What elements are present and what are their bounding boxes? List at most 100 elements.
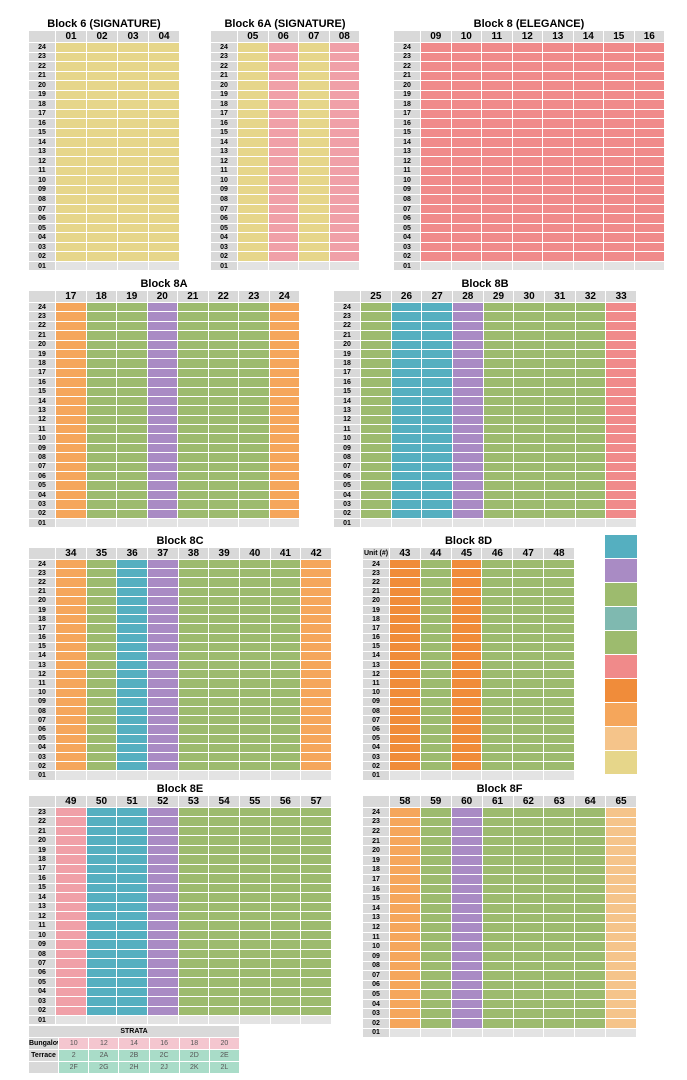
unit-cell: [298, 156, 330, 167]
unit-cell: [389, 835, 421, 847]
unit-cell: [481, 99, 513, 110]
unit-cell: [512, 687, 545, 698]
unit-cell: [207, 320, 239, 332]
unit-cell: [512, 912, 545, 924]
unit-cell: [117, 127, 149, 139]
legend-swatch: [605, 751, 637, 774]
unit-cell: [55, 761, 87, 772]
unit-cell: [512, 761, 545, 772]
floor-number: 06: [362, 979, 390, 991]
unit-cell: [389, 883, 421, 895]
unit-cell: [419, 632, 452, 643]
unit-cell: [268, 367, 300, 379]
unit-cell: [267, 137, 299, 148]
unit-cell: [177, 517, 209, 529]
unit-cell: [420, 156, 452, 167]
floor-number: 05: [333, 480, 361, 491]
unit-cell: [450, 42, 482, 53]
unit-cell: [85, 414, 117, 426]
unit-cell: [482, 433, 515, 444]
floor-row: 03: [28, 241, 180, 253]
unit-cell: [543, 499, 576, 510]
floor-number: 02: [362, 761, 390, 772]
unit-cell: [177, 595, 210, 606]
floor-number: 03: [362, 1008, 390, 1020]
unit-cell: [450, 99, 482, 110]
floor-row: 19: [362, 854, 637, 866]
unit-cell: [85, 568, 118, 579]
unit-cell: [513, 508, 545, 520]
unit-cell: [511, 118, 543, 129]
floor-row: 16: [28, 377, 300, 388]
unit-cell: [450, 241, 482, 253]
unit-cell: [512, 922, 545, 933]
unit-cell: [419, 931, 452, 943]
unit-cell: [419, 770, 452, 781]
unit-cell: [207, 433, 239, 444]
unit-cell: [482, 330, 515, 341]
floor-row: 08: [362, 705, 575, 717]
floor-number: 06: [28, 724, 56, 735]
unit-cell: [574, 854, 607, 866]
unit-cell: [419, 761, 452, 772]
unit-cell: [603, 232, 635, 243]
unit-cell: [55, 816, 87, 827]
unit-cell: [237, 99, 269, 110]
unit-cell: [543, 696, 575, 708]
unit-cell: [420, 127, 452, 139]
unit-cell: [511, 42, 543, 53]
unit-cell: [55, 301, 87, 313]
unit-cell: [267, 203, 299, 215]
floor-number: 08: [210, 194, 238, 205]
floor-number: 22: [28, 320, 56, 332]
unit-cell: [389, 874, 421, 885]
floor-row: 21: [362, 586, 575, 597]
unit-cell: [237, 232, 269, 243]
floor-number: 07: [28, 203, 56, 215]
unit-cell: [146, 806, 179, 818]
floor-row: 23: [210, 51, 360, 63]
unit-table: 17 18 19 20 21 22 23 24 24 23 22 21 20 19 18 17 16 15 14 13…: [28, 290, 300, 529]
unit-cell: [450, 715, 483, 726]
unit-cell: [389, 650, 421, 662]
unit-cell: [238, 320, 270, 332]
unit-cell: [117, 260, 149, 272]
unit-cell: [512, 604, 545, 616]
unit-cell: [177, 452, 209, 463]
unit-cell: [116, 395, 148, 407]
unit-cell: [207, 386, 239, 397]
unit-cell: [450, 724, 483, 735]
floor-number: 11: [362, 678, 390, 689]
floor-row: 07: [28, 715, 332, 726]
unit-cell: [360, 508, 392, 520]
unit-cell: [85, 967, 118, 979]
unit-number: 46: [481, 547, 514, 560]
unit-cell: [177, 320, 209, 332]
unit-cell: [300, 742, 332, 753]
unit-cell: [116, 929, 148, 941]
unit-cell: [482, 386, 515, 397]
unit-cell: [421, 330, 453, 341]
unit-cell: [177, 386, 209, 397]
unit-cell: [267, 108, 299, 120]
unit-cell: [603, 51, 635, 63]
unit-cell: [298, 184, 330, 196]
unit-cell: [116, 705, 148, 717]
unit-number: 19: [116, 290, 148, 303]
unit-cell: [86, 184, 118, 196]
unit-cell: [237, 165, 269, 177]
unit-cell: [269, 742, 302, 753]
unit-cell: [177, 623, 210, 634]
block: Block 8 (ELEGANCE) 09 10 11 12 13 14 15 16 24 23 22…: [393, 18, 665, 272]
unit-cell: [482, 499, 515, 510]
unit-cell: [633, 260, 665, 272]
unit-number: 61: [481, 795, 514, 808]
unit-cell: [55, 678, 87, 689]
unit-cell: [450, 175, 482, 186]
unit-cell: [117, 194, 149, 205]
unit-cell: [238, 844, 271, 856]
floor-number: 02: [333, 508, 361, 520]
unit-cell: [328, 232, 360, 243]
unit-cell: [451, 414, 484, 426]
unit-cell: [148, 260, 180, 272]
